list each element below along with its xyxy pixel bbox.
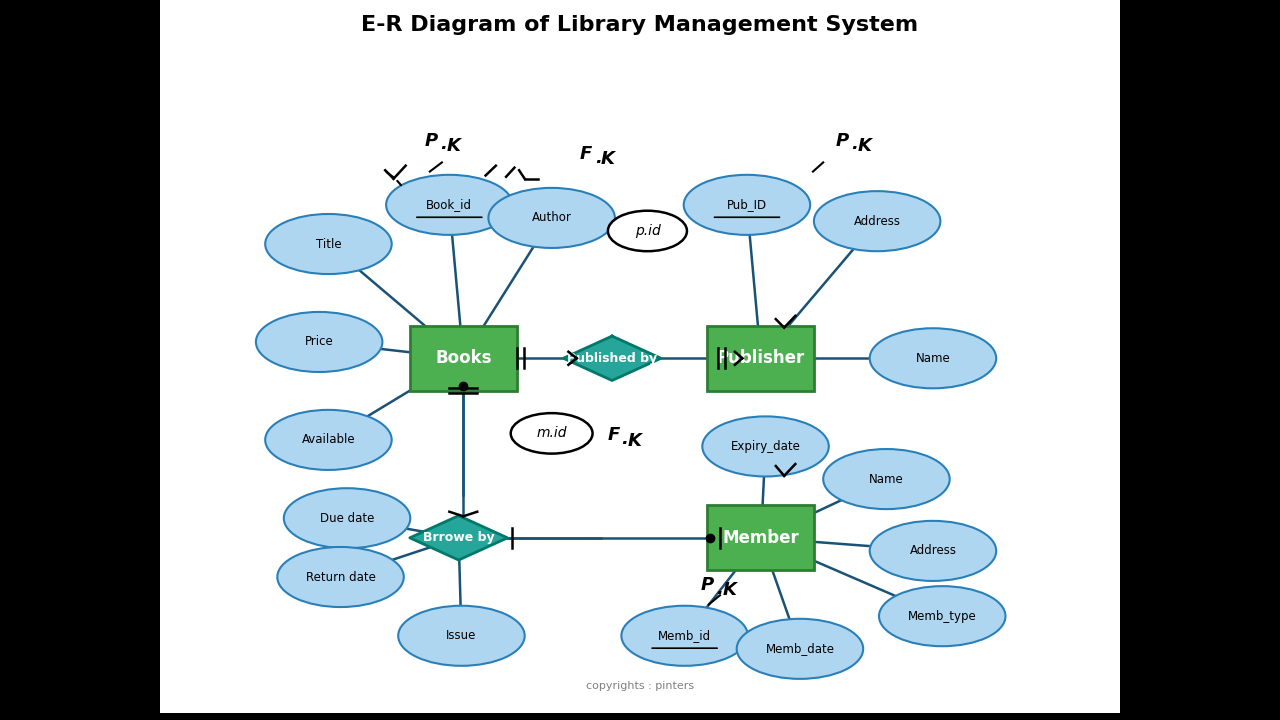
Ellipse shape bbox=[265, 214, 392, 274]
Text: copyrights : pinters: copyrights : pinters bbox=[586, 681, 694, 691]
Ellipse shape bbox=[608, 211, 687, 251]
Ellipse shape bbox=[265, 410, 392, 470]
Text: P: P bbox=[836, 132, 849, 150]
Ellipse shape bbox=[869, 521, 996, 581]
Polygon shape bbox=[563, 336, 660, 380]
Text: Address: Address bbox=[854, 215, 901, 228]
Text: F: F bbox=[608, 426, 620, 444]
Text: .: . bbox=[595, 149, 602, 167]
Text: K: K bbox=[723, 581, 737, 599]
Text: Expiry_date: Expiry_date bbox=[731, 440, 800, 453]
Text: Published by: Published by bbox=[567, 352, 657, 365]
Text: Return date: Return date bbox=[306, 570, 375, 583]
Ellipse shape bbox=[511, 413, 593, 454]
Text: Brrowe by: Brrowe by bbox=[422, 531, 494, 544]
Text: K: K bbox=[600, 150, 614, 168]
Text: .: . bbox=[717, 580, 723, 598]
Ellipse shape bbox=[256, 312, 383, 372]
Ellipse shape bbox=[489, 188, 614, 248]
Ellipse shape bbox=[879, 586, 1006, 647]
Text: Memb_type: Memb_type bbox=[908, 610, 977, 623]
Ellipse shape bbox=[869, 328, 996, 388]
Text: .: . bbox=[851, 135, 858, 153]
Ellipse shape bbox=[387, 175, 512, 235]
Ellipse shape bbox=[823, 449, 950, 509]
Ellipse shape bbox=[814, 191, 941, 251]
Text: K: K bbox=[447, 137, 461, 155]
FancyBboxPatch shape bbox=[708, 505, 814, 570]
FancyBboxPatch shape bbox=[410, 325, 517, 391]
Text: Title: Title bbox=[316, 238, 342, 251]
Text: Memb_id: Memb_id bbox=[658, 629, 712, 642]
Ellipse shape bbox=[278, 547, 403, 607]
Text: .: . bbox=[440, 135, 447, 153]
Ellipse shape bbox=[684, 175, 810, 235]
Text: Address: Address bbox=[910, 544, 956, 557]
FancyBboxPatch shape bbox=[708, 325, 814, 391]
Text: F: F bbox=[580, 145, 591, 163]
Text: Books: Books bbox=[435, 349, 492, 367]
Text: .: . bbox=[621, 431, 628, 449]
Text: Issue: Issue bbox=[447, 629, 476, 642]
Text: K: K bbox=[628, 432, 641, 450]
Text: سبق: سبق bbox=[1175, 27, 1225, 45]
Ellipse shape bbox=[621, 606, 748, 666]
Text: Member: Member bbox=[722, 528, 799, 546]
Polygon shape bbox=[410, 516, 507, 560]
Text: Available: Available bbox=[302, 433, 356, 446]
Text: K: K bbox=[858, 137, 872, 155]
Text: Publisher: Publisher bbox=[717, 349, 805, 367]
Title: E-R Diagram of Library Management System: E-R Diagram of Library Management System bbox=[361, 15, 919, 35]
Text: P: P bbox=[424, 132, 438, 150]
Ellipse shape bbox=[737, 618, 863, 679]
Text: Due date: Due date bbox=[320, 512, 374, 525]
Text: Author: Author bbox=[531, 212, 572, 225]
Ellipse shape bbox=[398, 606, 525, 666]
Text: P: P bbox=[700, 576, 714, 594]
Ellipse shape bbox=[284, 488, 411, 549]
Text: Name: Name bbox=[915, 352, 950, 365]
Text: Pub_ID: Pub_ID bbox=[727, 198, 767, 212]
Text: Memb_date: Memb_date bbox=[765, 642, 835, 655]
Text: Price: Price bbox=[305, 336, 334, 348]
Text: Book_id: Book_id bbox=[426, 198, 472, 212]
Ellipse shape bbox=[703, 416, 828, 477]
Text: p.id: p.id bbox=[635, 224, 660, 238]
Text: m.id: m.id bbox=[536, 426, 567, 441]
Text: Name: Name bbox=[869, 472, 904, 485]
